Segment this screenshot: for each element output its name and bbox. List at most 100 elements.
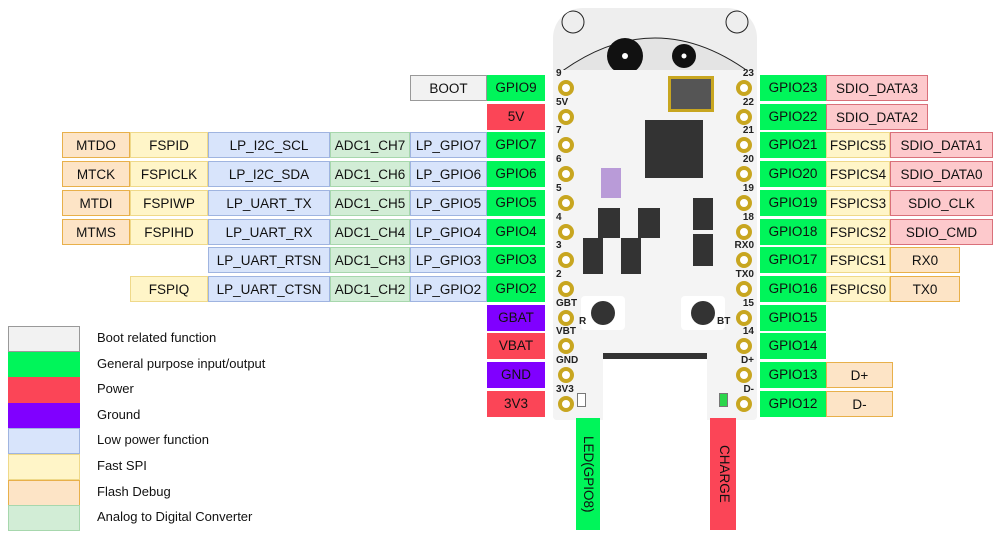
function-label: SDIO_DATA3 — [826, 75, 928, 101]
function-label: ADC1_CH7 — [330, 132, 410, 159]
legend-swatch-gpio — [8, 351, 80, 378]
function-label: D- — [826, 390, 893, 417]
header-pin — [736, 137, 752, 154]
function-label: SDIO_CMD — [890, 218, 993, 245]
pin-label-5v: 5V — [487, 103, 545, 130]
reset-button[interactable] — [581, 296, 625, 330]
function-label: SDIO_DATA1 — [890, 132, 993, 159]
silkscreen-label: TX0 — [735, 268, 754, 280]
boot-button[interactable] — [681, 296, 725, 330]
module-shield — [668, 76, 714, 112]
function-label: BOOT — [410, 75, 487, 101]
function-label: ADC1_CH5 — [330, 189, 410, 216]
function-label: LP_GPIO7 — [410, 132, 487, 159]
silkscreen-label: 6 — [556, 154, 562, 166]
function-label: D+ — [826, 362, 893, 388]
silkscreen-label: D- — [743, 383, 754, 395]
function-label: FSPICS0 — [826, 275, 890, 302]
pin-label-gpio9: GPIO9 — [487, 75, 545, 101]
function-label: MTCK — [62, 161, 130, 188]
ic-2 — [638, 208, 660, 238]
header-pin — [558, 137, 574, 154]
function-label: FSPICS2 — [826, 218, 890, 245]
silkscreen-label: GBT — [556, 297, 578, 309]
header-pin — [736, 309, 752, 326]
pin-label-gpio19: GPIO19 — [760, 189, 826, 216]
silkscreen-label: 19 — [742, 182, 754, 194]
function-label: MTDI — [62, 189, 130, 216]
legend-swatch-power — [8, 377, 80, 404]
header-pin — [736, 252, 752, 269]
function-label: LP_I2C_SCL — [208, 132, 330, 159]
header-pin — [736, 280, 752, 297]
pin-label-gpio21: GPIO21 — [760, 132, 826, 159]
silkscreen-label: 18 — [742, 211, 754, 223]
function-label: TX0 — [890, 275, 960, 302]
function-label: FSPIWP — [130, 189, 208, 216]
legend-swatch-adc — [8, 505, 80, 532]
header-pin — [736, 166, 752, 183]
pin-label-vbat: VBAT — [487, 333, 545, 360]
header-pin — [558, 395, 574, 412]
reset-button-cap — [591, 301, 615, 325]
legend-label: Fast SPI — [97, 458, 147, 473]
function-label: FSPICS4 — [826, 161, 890, 188]
silkscreen-label: 15 — [742, 297, 754, 309]
function-label: LP_GPIO6 — [410, 161, 487, 188]
header-pin — [736, 367, 752, 383]
function-label: FSPIHD — [130, 218, 208, 245]
header-pin — [736, 338, 752, 355]
header-pin — [558, 194, 574, 211]
function-label: FSPIQ — [130, 275, 208, 302]
led-gpio8 — [577, 393, 586, 407]
function-label: LP_GPIO5 — [410, 189, 487, 216]
silkscreen-label: 3 — [556, 240, 562, 252]
pin-label-gpio12: GPIO12 — [760, 390, 826, 417]
header-pin — [558, 338, 574, 355]
function-label: ADC1_CH2 — [330, 275, 410, 302]
function-label: RX0 — [890, 247, 960, 274]
silkscreen-label: GND — [556, 355, 579, 366]
ic-3 — [583, 238, 603, 274]
ic-1 — [598, 208, 620, 238]
function-label: FSPICLK — [130, 161, 208, 188]
function-label: FSPICS3 — [826, 189, 890, 216]
silkscreen-label: 21 — [742, 125, 754, 137]
legend-label: General purpose input/output — [97, 355, 266, 371]
pin-label-3v3: 3V3 — [487, 390, 545, 417]
legend-swatch-spi — [8, 454, 80, 480]
pin-label-gpio22: GPIO22 — [760, 103, 826, 130]
usb-c-port[interactable] — [603, 353, 707, 420]
pin-label-gpio14: GPIO14 — [760, 333, 826, 360]
function-label: MTMS — [62, 218, 130, 245]
header-pin — [558, 252, 574, 269]
silkscreen-label: 7 — [556, 125, 562, 137]
ic-5 — [693, 198, 713, 230]
charge-label: CHARGE — [710, 418, 736, 530]
function-label: LP_GPIO2 — [410, 275, 487, 302]
pin-label-gpio5: GPIO5 — [487, 189, 545, 216]
header-pin — [558, 223, 574, 240]
legend-swatch-ground — [8, 402, 80, 429]
charge-led — [719, 393, 728, 407]
silkscreen-label: 5 — [556, 182, 562, 194]
pin-label-gpio16: GPIO16 — [760, 275, 826, 302]
pin-label-gpio6: GPIO6 — [487, 161, 545, 188]
function-label: LP_UART_RTSN — [208, 247, 330, 274]
legend-label: Low power function — [97, 432, 210, 448]
boot-button-cap — [691, 301, 715, 325]
crystal — [601, 168, 621, 198]
silkscreen-label: 9 — [556, 68, 562, 79]
silkscreen-label: 22 — [742, 96, 754, 108]
silkscreen-label: 5V — [556, 96, 569, 108]
silkscreen-label: VBT — [556, 326, 576, 338]
legend-label: Ground — [97, 406, 141, 422]
silkscreen-label: 20 — [742, 154, 754, 166]
led-gpio8-label: LED(GPIO8) — [576, 418, 600, 530]
pin-label-gpio3: GPIO3 — [487, 247, 545, 274]
pin-label-gpio7: GPIO7 — [487, 132, 545, 159]
legend-label: Flash Debug — [97, 483, 171, 499]
function-label: LP_GPIO3 — [410, 247, 487, 274]
function-label: ADC1_CH4 — [330, 218, 410, 245]
